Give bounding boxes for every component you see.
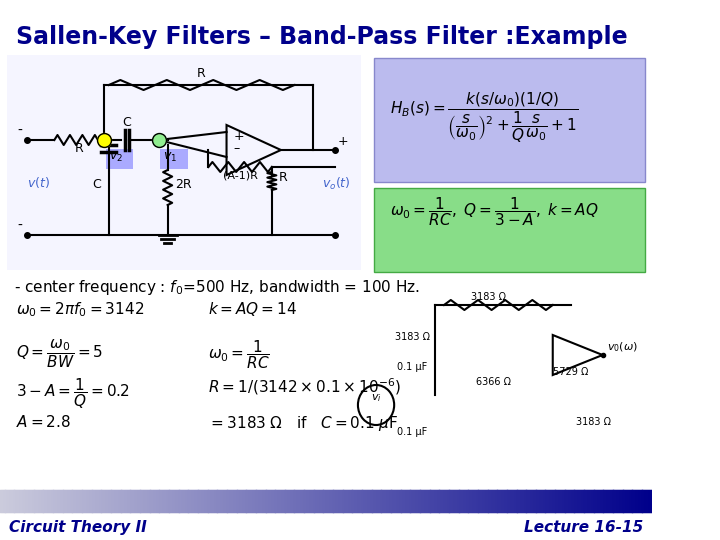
Text: $v_1$: $v_1$ <box>163 151 177 164</box>
Text: Circuit Theory II: Circuit Theory II <box>9 520 147 535</box>
Text: $v_o(t)$: $v_o(t)$ <box>322 176 351 192</box>
Text: $v_0(\omega)$: $v_0(\omega)$ <box>607 340 638 354</box>
Text: -: - <box>17 219 22 233</box>
FancyBboxPatch shape <box>374 58 645 182</box>
Text: (A-1)R: (A-1)R <box>222 171 258 181</box>
Text: C: C <box>122 116 131 129</box>
Text: 5729 Ω: 5729 Ω <box>553 367 588 377</box>
Text: +: + <box>338 135 348 148</box>
Text: +: + <box>234 130 244 143</box>
Text: $\omega_0 = \dfrac{1}{RC},\; Q = \dfrac{1}{3-A},\; k = AQ$: $\omega_0 = \dfrac{1}{RC},\; Q = \dfrac{… <box>390 195 598 228</box>
Text: $v_2$: $v_2$ <box>109 151 122 164</box>
Text: 0.1 μF: 0.1 μF <box>397 362 428 372</box>
FancyBboxPatch shape <box>374 188 645 272</box>
FancyBboxPatch shape <box>7 55 361 270</box>
FancyBboxPatch shape <box>161 149 188 169</box>
Text: $R = 1/(3142 \times 0.1 \times 10^{-6})$: $R = 1/(3142 \times 0.1 \times 10^{-6})$ <box>208 376 401 397</box>
Text: R: R <box>279 171 288 184</box>
Text: 3183 Ω: 3183 Ω <box>576 417 611 427</box>
FancyBboxPatch shape <box>106 149 133 169</box>
Text: $v_i$: $v_i$ <box>371 392 382 404</box>
Text: $k = AQ = 14$: $k = AQ = 14$ <box>208 300 297 318</box>
Text: 3183 Ω: 3183 Ω <box>395 332 430 342</box>
Text: 0.1 μF: 0.1 μF <box>397 427 428 437</box>
Text: $\omega_0 = \dfrac{1}{RC}$: $\omega_0 = \dfrac{1}{RC}$ <box>208 338 271 371</box>
Text: 2R: 2R <box>175 178 192 191</box>
Text: 3183 Ω: 3183 Ω <box>471 292 506 302</box>
Text: $3 - A = \dfrac{1}{Q} = 0.2$: $3 - A = \dfrac{1}{Q} = 0.2$ <box>17 376 130 411</box>
Text: $\omega_0 = 2\pi f_0 = 3142$: $\omega_0 = 2\pi f_0 = 3142$ <box>17 300 145 319</box>
Text: R: R <box>197 67 206 80</box>
Text: –: – <box>234 142 240 155</box>
Text: $= 3183\;\Omega \quad\mathrm{if}\quad C = 0.1\;\mu\mathrm{F}$: $= 3183\;\Omega \quad\mathrm{if}\quad C … <box>208 414 398 433</box>
Text: $Q = \dfrac{\omega_0}{BW} = 5$: $Q = \dfrac{\omega_0}{BW} = 5$ <box>17 338 104 370</box>
Text: $A = 2.8$: $A = 2.8$ <box>17 414 71 430</box>
Text: C: C <box>92 178 102 191</box>
Text: - center frequency : $f_0$=500 Hz, bandwidth = 100 Hz.: - center frequency : $f_0$=500 Hz, bandw… <box>14 278 420 297</box>
Text: -: - <box>17 124 22 138</box>
Text: 6366 Ω: 6366 Ω <box>477 377 511 387</box>
Text: $H_B(s) = \dfrac{k(s/\omega_0)(1/Q)}{\left(\dfrac{s}{\omega_0}\right)^2 + \dfrac: $H_B(s) = \dfrac{k(s/\omega_0)(1/Q)}{\le… <box>390 90 577 145</box>
Text: Lecture 16-15: Lecture 16-15 <box>524 520 644 535</box>
Text: Sallen-Key Filters – Band-Pass Filter :Example: Sallen-Key Filters – Band-Pass Filter :E… <box>17 25 628 49</box>
Text: R: R <box>75 142 84 155</box>
Text: $v(t)$: $v(t)$ <box>27 176 50 191</box>
